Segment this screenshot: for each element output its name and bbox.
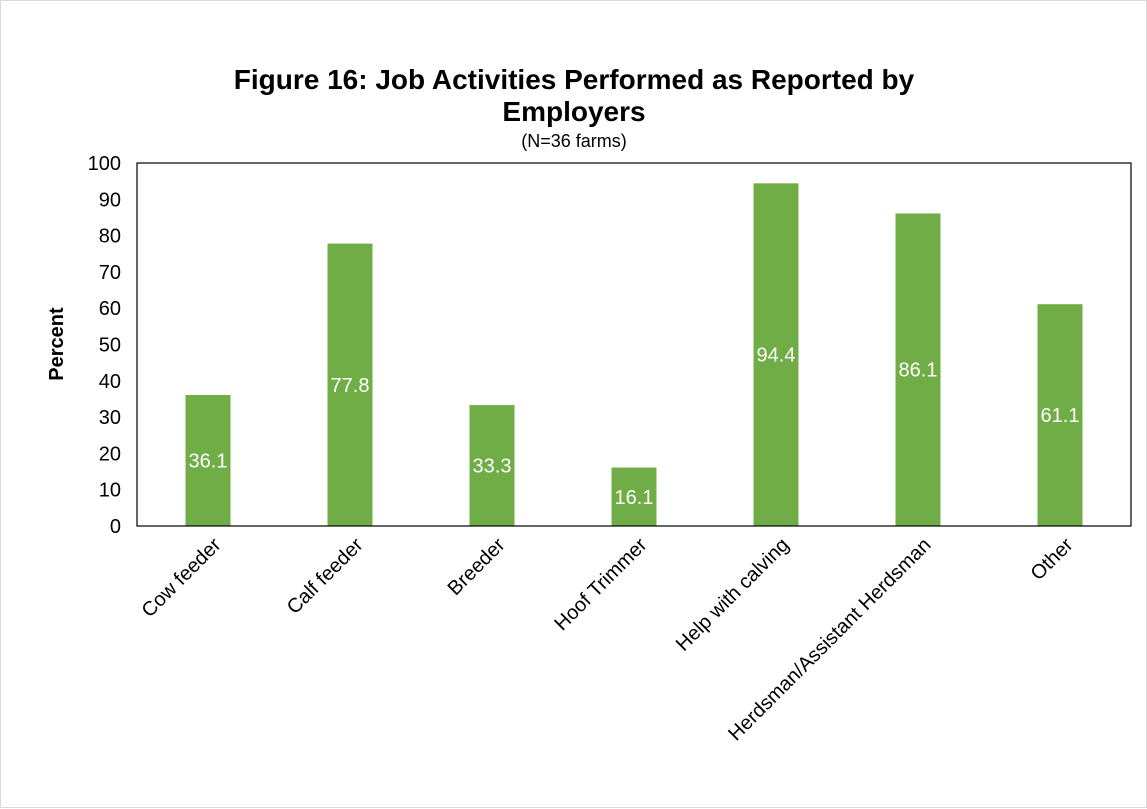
y-tick-label: 70 (99, 262, 121, 284)
y-tick-label: 0 (110, 516, 121, 538)
y-tick-label: 30 (99, 407, 121, 429)
data-label: 16.1 (615, 487, 654, 509)
y-tick-label: 40 (99, 371, 121, 393)
bar-other (1037, 304, 1083, 526)
y-tick-label: 10 (99, 480, 121, 502)
x-tick-label: Cow feeder (138, 534, 226, 622)
y-tick-label: 20 (99, 443, 121, 465)
bar-calf-feeder (327, 243, 373, 526)
x-tick-label: Breeder (444, 534, 510, 600)
y-tick-label: 100 (88, 153, 121, 175)
data-label: 86.1 (899, 360, 938, 382)
bar-help-with-calving (753, 183, 799, 526)
bar-herdsman-assistant-herdsman (895, 213, 941, 526)
chart-subtitle: (N=36 farms) (521, 131, 627, 151)
data-label: 94.4 (757, 345, 796, 367)
y-tick-label: 60 (99, 298, 121, 320)
y-axis-label: Percent (46, 307, 68, 381)
chart-title-line-2: Employers (502, 96, 645, 127)
plot-area-border (136, 162, 1132, 527)
y-tick-label: 90 (99, 189, 121, 211)
x-tick-label: Calf feeder (283, 534, 368, 619)
x-tick-label: Help with calving (672, 534, 794, 656)
data-label: 36.1 (189, 450, 228, 472)
x-tick-label: Hoof Trimmer (550, 534, 651, 635)
data-label: 61.1 (1041, 405, 1080, 427)
y-tick-label: 80 (99, 226, 121, 248)
bar-hoof-trimmer (611, 467, 657, 526)
chart-title-line-1: Figure 16: Job Activities Performed as R… (234, 64, 915, 95)
data-label: 33.3 (473, 456, 512, 478)
bar-breeder (469, 405, 515, 526)
data-label: 77.8 (331, 375, 370, 397)
x-tick-label: Other (1027, 534, 1078, 585)
y-tick-label: 50 (99, 335, 121, 357)
bar-cow-feeder (185, 394, 231, 526)
